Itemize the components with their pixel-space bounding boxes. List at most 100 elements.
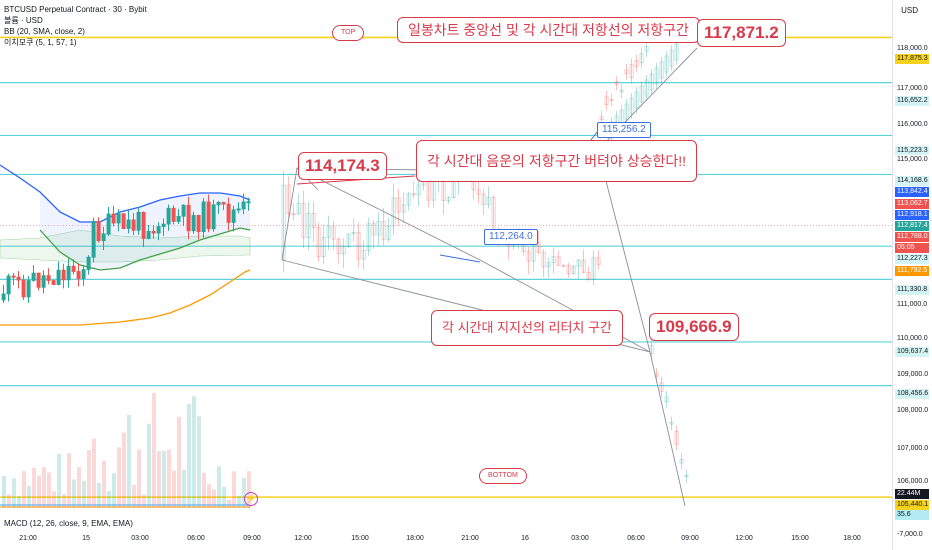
price-axis-label: 113,842.4	[895, 187, 929, 197]
projection-line	[281, 167, 298, 261]
lightning-icon[interactable]: ⚡	[244, 492, 258, 506]
volume-bar	[87, 450, 91, 508]
candle-body	[96, 220, 101, 242]
candle-body	[619, 89, 624, 93]
volume-bar	[232, 471, 236, 508]
volume-bar	[212, 489, 216, 508]
candle-body	[659, 61, 664, 79]
price-scale[interactable]: 118,000.0 117,875.3 117,000.0 116,652.2 116,…	[892, 0, 932, 550]
candle-body	[16, 276, 21, 281]
volume-bar	[192, 396, 196, 508]
resistance-middle-annotation: 각 시간대 음운의 저항구간 버텨야 상승한다!!	[416, 140, 698, 182]
volume-bar	[42, 467, 46, 508]
price-axis-label: 115,223.3	[895, 146, 929, 156]
candle-body	[396, 197, 401, 213]
candle-body	[156, 226, 161, 234]
resistance-title-annotation: 일봉차트 중앙선 및 각 시간대 저항선의 저항구간	[397, 17, 700, 43]
candle-body	[1, 293, 6, 301]
candle-body	[101, 233, 106, 242]
candle-body	[659, 382, 664, 392]
high-price-annotation: 114,174.3	[298, 152, 387, 180]
time-axis-label: 06:00	[627, 535, 645, 542]
candle-body	[571, 265, 576, 274]
volume-bar	[2, 475, 6, 508]
price-axis-label: 22.44M	[895, 489, 929, 499]
projection-line	[649, 351, 686, 507]
volume-bar	[57, 453, 61, 508]
candle-body	[166, 207, 171, 225]
price-axis-label: 114,168.6	[895, 176, 929, 186]
volume-bar	[132, 484, 136, 508]
candle-body	[51, 280, 56, 285]
volume-indicator-label[interactable]: 볼륨 · USD	[4, 16, 43, 25]
volume-bar	[7, 494, 11, 508]
currency-label[interactable]: USD	[901, 6, 918, 15]
symbol-title[interactable]: BTCUSD Perpetual Contract · 30 · Bybit	[4, 5, 147, 14]
candle-body	[76, 271, 81, 279]
price-axis-label: 107,000.0	[895, 444, 929, 454]
candle-body	[291, 213, 296, 216]
price-axis-label: 117,000.0	[895, 84, 929, 94]
candle-body	[176, 215, 181, 222]
candle-body	[541, 251, 546, 268]
candle-body	[624, 69, 629, 75]
ichimoku-indicator-label[interactable]: 이치모쿠 (5, 1, 57, 1)	[4, 38, 77, 47]
candle-body	[181, 204, 186, 217]
price-axis-label: 35.6	[895, 510, 929, 520]
volume-bar	[37, 475, 41, 508]
price-axis-label: -7,000.0	[895, 530, 929, 540]
candle-body	[386, 225, 391, 240]
time-axis-label: 18:00	[406, 535, 424, 542]
candle-body	[561, 264, 566, 267]
time-axis-label: 15:00	[791, 535, 809, 542]
candle-body	[381, 220, 386, 240]
projection-line	[597, 149, 651, 353]
time-axis-label: 18:00	[843, 535, 861, 542]
candle-body	[151, 230, 156, 234]
price-axis-label: 113,062.7	[895, 199, 929, 209]
time-axis-label: 03:00	[131, 535, 149, 542]
candle-body	[366, 223, 371, 252]
volume-bar	[177, 416, 181, 508]
price-axis-label: 116,000.0	[895, 120, 929, 130]
candle-body	[391, 197, 396, 227]
price-axis-label: 106,000.0	[895, 477, 929, 487]
chart-legend: BTCUSD Perpetual Contract · 30 · Bybit 볼…	[4, 4, 147, 48]
candle-body	[669, 49, 674, 67]
candle-body	[406, 193, 411, 206]
candle-body	[669, 422, 674, 425]
time-axis-label: 15	[82, 535, 90, 542]
volume-bar	[107, 491, 111, 508]
bollinger-indicator-label[interactable]: BB (20, SMA, close, 2)	[4, 27, 85, 36]
candle-body	[146, 230, 151, 239]
candle-body	[639, 53, 644, 64]
candle-body	[236, 208, 241, 211]
candle-body	[241, 201, 246, 210]
volume-bar	[222, 486, 226, 508]
candle-body	[629, 63, 634, 79]
volume-bar	[32, 467, 36, 508]
candle-body	[211, 204, 216, 230]
candle-body	[286, 184, 291, 215]
candle-body	[591, 257, 596, 280]
candle-body	[346, 233, 351, 247]
time-axis-label: 15:00	[351, 535, 369, 542]
candle-body	[446, 197, 451, 202]
volume-bar	[152, 393, 156, 508]
mid-price-tag: 112,264.0	[484, 229, 538, 245]
volume-bar	[97, 482, 101, 508]
candle-body	[481, 193, 486, 205]
macd-indicator-label[interactable]: MACD (12, 26, close, 9, EMA, EMA)	[4, 519, 133, 528]
candle-body	[6, 275, 11, 295]
candle-body	[206, 201, 211, 230]
candle-body	[136, 211, 141, 231]
candle-body	[649, 73, 654, 91]
candle-body	[216, 202, 221, 206]
price-axis-label: 111,000.0	[895, 300, 929, 310]
price-axis-label: 116,652.2	[895, 96, 929, 106]
candle-body	[306, 213, 311, 238]
bollinger-upper-line	[0, 164, 251, 223]
candle-body	[186, 204, 191, 232]
candle-body	[356, 232, 361, 260]
